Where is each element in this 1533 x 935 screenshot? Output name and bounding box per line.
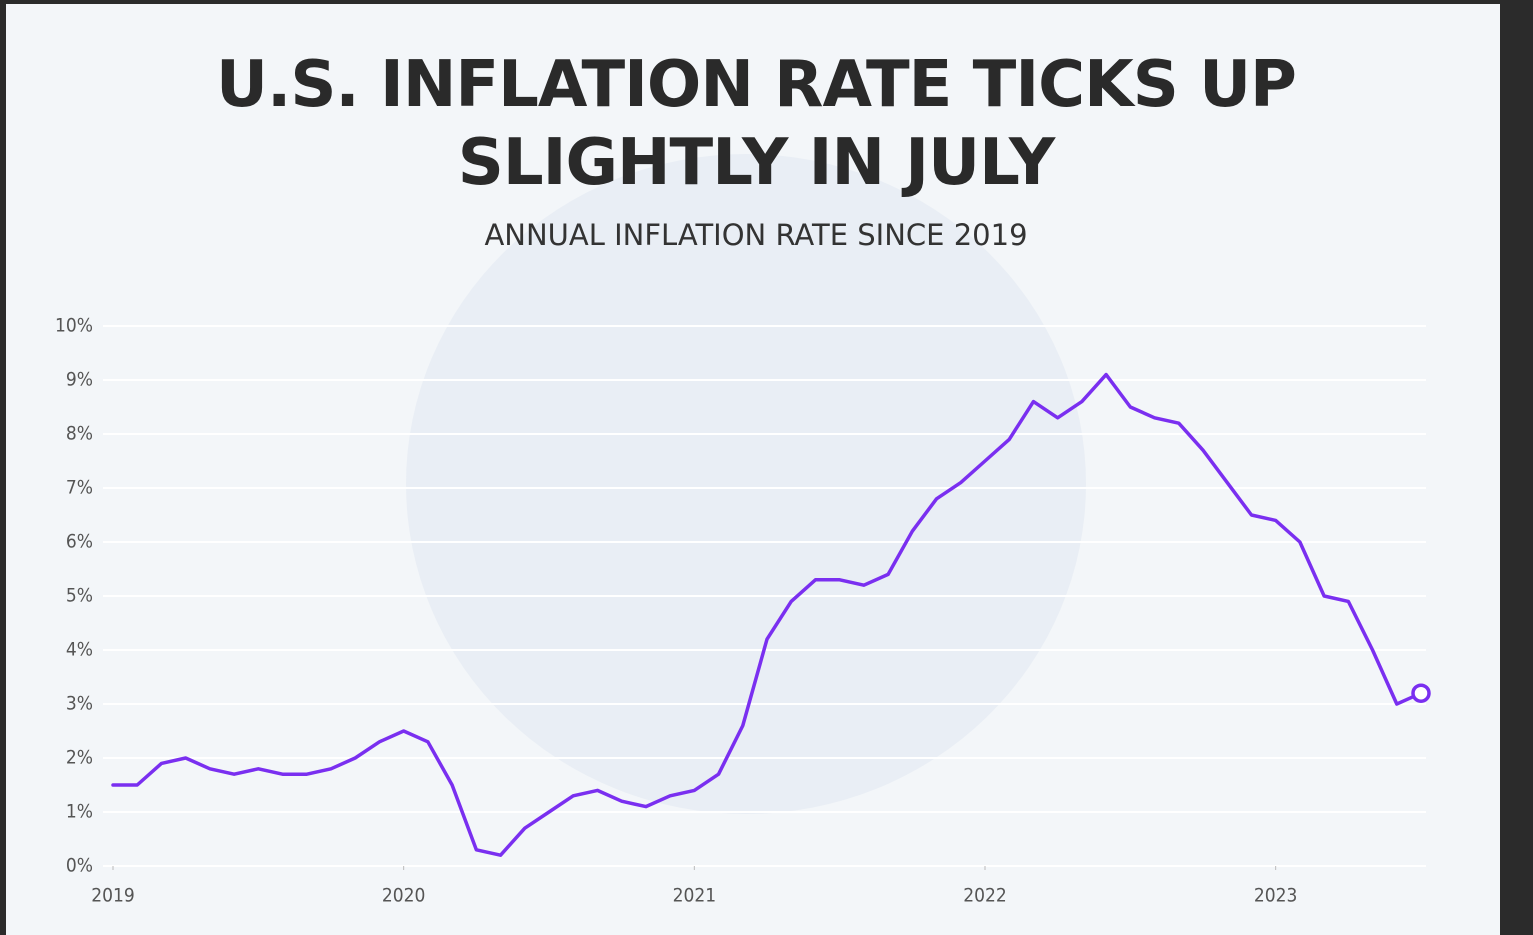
y-tick-label: 6% [66,531,93,553]
y-tick-label: 8% [66,423,93,445]
y-tick-label: 1% [66,801,93,823]
y-tick-label: 2% [66,747,93,769]
end-marker [1411,683,1431,703]
x-tick-label: 2019 [91,885,135,907]
chart-frame: 0% 1% 2% 3% 4% 5% 6% 7% 8% 9% 10% 2019 2020 2021 2022 2… [6,4,1500,935]
y-tick-label: 7% [66,477,93,499]
x-tick-label: 2023 [1254,885,1298,907]
y-tick-label: 4% [66,639,93,661]
chart-subtitle: ANNUAL INFLATION RATE SINCE 2019 [484,218,1028,252]
x-tick-label: 2022 [963,885,1007,907]
line-series [111,372,1423,857]
y-tick-label: 9% [66,369,93,391]
y-tick-label: 5% [66,585,93,607]
chart-title: U.S. INFLATION RATE TICKS UP SLIGHTLY IN… [216,48,1297,200]
chart: 0% 1% 2% 3% 4% 5% 6% 7% 8% 9% 10% 2019 2020 2021 2022 2… [55,154,1431,907]
x-tick-label: 2021 [673,885,717,907]
x-tick-label: 2020 [382,885,426,907]
y-tick-label: 10% [55,315,93,337]
y-tick-label: 0% [66,855,93,877]
y-tick-label: 3% [66,693,93,715]
